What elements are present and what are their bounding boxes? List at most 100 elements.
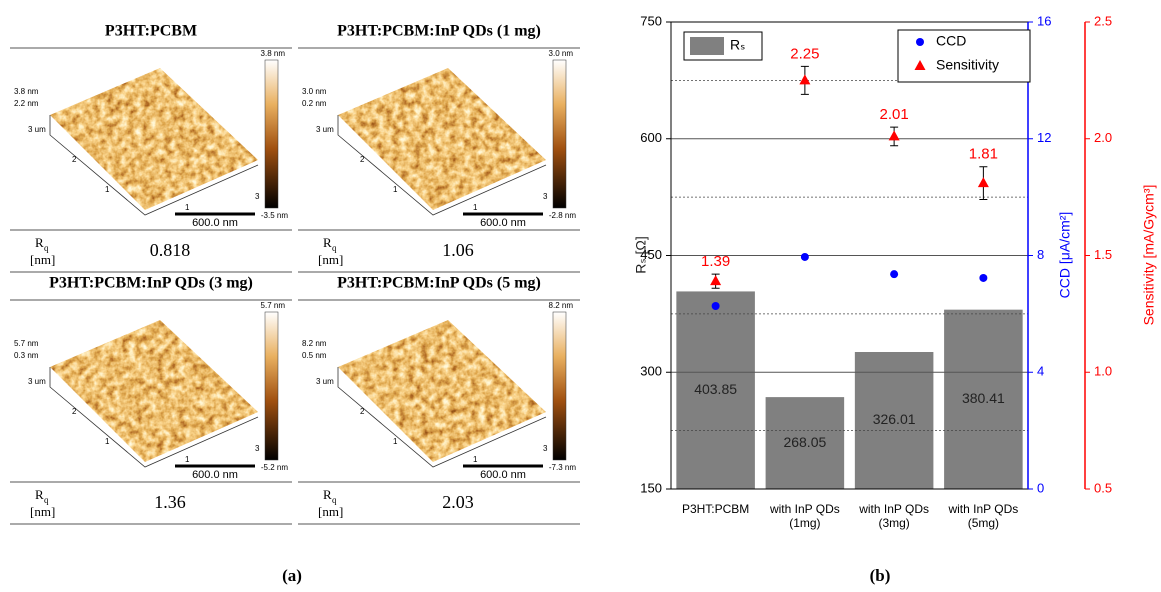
colorbar-min: -7.3 nm bbox=[549, 463, 576, 472]
axis-label: 2 bbox=[72, 407, 77, 416]
x-tick-label: with InP QDs bbox=[858, 502, 929, 516]
z-label: 8.2 nm bbox=[302, 339, 327, 348]
rq-symbol: R bbox=[35, 235, 44, 250]
colorbar-min: -3.5 nm bbox=[261, 211, 288, 220]
z-label: 3.8 nm bbox=[14, 87, 39, 96]
axis-label: 3 bbox=[255, 444, 260, 453]
x-tick-label: with InP QDs bbox=[947, 502, 1018, 516]
axis-label: 3 um bbox=[28, 377, 46, 386]
rq-value: 0.818 bbox=[150, 240, 191, 260]
axis-label: 3 bbox=[543, 444, 548, 453]
axis-label: 3 bbox=[255, 192, 260, 201]
rq-unit: [nm] bbox=[30, 504, 55, 519]
rq-value: 1.36 bbox=[154, 492, 186, 512]
afm-surface bbox=[50, 320, 258, 462]
rq-value: 1.06 bbox=[442, 240, 474, 260]
colorbar-max: 3.8 nm bbox=[261, 49, 286, 58]
legend-label: CCD bbox=[936, 33, 966, 49]
y2-tick-label: 4 bbox=[1037, 364, 1044, 379]
marker bbox=[712, 302, 720, 310]
y3-tick-label: 1.0 bbox=[1094, 364, 1112, 379]
panel-title: P3HT:PCBM bbox=[105, 23, 197, 40]
marker bbox=[799, 74, 810, 84]
figure: (a) (b) P3HT:PCBM3.8 nm-3.5 nm3.8 nm2.2 … bbox=[0, 0, 1161, 592]
axis-label: 2 bbox=[72, 155, 77, 164]
panel-title: P3HT:PCBM:InP QDs (3 mg) bbox=[49, 275, 253, 292]
colorbar-min: -5.2 nm bbox=[261, 463, 288, 472]
afm-surface bbox=[338, 320, 546, 462]
legend-swatch bbox=[690, 37, 724, 55]
x-tick-label: (1mg) bbox=[789, 516, 820, 530]
y-tick-label: 600 bbox=[640, 130, 662, 145]
x-tick-label: P3HT:PCBM bbox=[682, 502, 749, 516]
y2-tick-label: 12 bbox=[1037, 130, 1051, 145]
z-label: 3.0 nm bbox=[302, 87, 327, 96]
y3-tick-label: 2.0 bbox=[1094, 130, 1112, 145]
axis-label: 3 um bbox=[316, 377, 334, 386]
panel-label: (a) bbox=[282, 566, 302, 585]
y-tick-label: 150 bbox=[640, 480, 662, 495]
scale-bar-label: 600.0 nm bbox=[192, 217, 238, 229]
marker bbox=[978, 177, 989, 187]
y2-tick-label: 0 bbox=[1037, 480, 1044, 495]
bar-label: 268.05 bbox=[783, 434, 826, 450]
value-label: 1.81 bbox=[969, 146, 998, 163]
rq-unit: [nm] bbox=[30, 252, 55, 267]
y3-axis-title: Sensitivity [mA/Gycm³] bbox=[1141, 185, 1157, 326]
z-label: 0.5 nm bbox=[302, 351, 327, 360]
axis-label: 1 bbox=[473, 203, 478, 212]
bar-label: 326.01 bbox=[873, 411, 916, 427]
scale-bar-label: 600.0 nm bbox=[192, 469, 238, 481]
colorbar-min: -2.8 nm bbox=[549, 211, 576, 220]
legend-marker bbox=[916, 38, 924, 46]
y3-tick-label: 2.5 bbox=[1094, 13, 1112, 28]
axis-label: 3 bbox=[543, 192, 548, 201]
rq-symbol: R bbox=[35, 487, 44, 502]
z-label: 2.2 nm bbox=[14, 99, 39, 108]
panel-title: P3HT:PCBM:InP QDs (1 mg) bbox=[337, 23, 541, 40]
y2-tick-label: 8 bbox=[1037, 247, 1044, 262]
axis-label: 3 um bbox=[316, 125, 334, 134]
rq-unit: [nm] bbox=[318, 504, 343, 519]
marker bbox=[890, 270, 898, 278]
y-tick-label: 750 bbox=[640, 13, 662, 28]
marker bbox=[889, 130, 900, 140]
value-label: 2.01 bbox=[880, 106, 909, 123]
z-label: 5.7 nm bbox=[14, 339, 39, 348]
z-label: 0.2 nm bbox=[302, 99, 327, 108]
axis-label: 1 bbox=[393, 437, 398, 446]
colorbar bbox=[553, 60, 566, 208]
x-tick-label: with InP QDs bbox=[769, 502, 840, 516]
rq-unit: [nm] bbox=[318, 252, 343, 267]
value-label: 1.39 bbox=[701, 253, 730, 270]
scale-bar-label: 600.0 nm bbox=[480, 217, 526, 229]
rq-symbol: R bbox=[323, 487, 332, 502]
marker bbox=[801, 253, 809, 261]
axis-label: 1 bbox=[105, 185, 110, 194]
bar-label: 380.41 bbox=[962, 390, 1005, 406]
marker bbox=[710, 275, 721, 285]
y-axis-title: Rₛ [Ω] bbox=[633, 236, 649, 273]
y2-axis-title: CCD [μA/cm²] bbox=[1057, 212, 1073, 299]
rq-value: 2.03 bbox=[442, 492, 474, 512]
afm-surface bbox=[50, 68, 258, 210]
bar-label: 403.85 bbox=[694, 381, 737, 397]
axis-label: 2 bbox=[360, 407, 365, 416]
y3-tick-label: 0.5 bbox=[1094, 480, 1112, 495]
colorbar-max: 3.0 nm bbox=[549, 49, 574, 58]
axis-label: 1 bbox=[393, 185, 398, 194]
legend-label: Rₛ bbox=[730, 37, 745, 53]
rq-symbol: R bbox=[323, 235, 332, 250]
legend-label: Sensitivity bbox=[936, 57, 999, 73]
panel-title: P3HT:PCBM:InP QDs (5 mg) bbox=[337, 275, 541, 292]
axis-label: 1 bbox=[185, 455, 190, 464]
y3-tick-label: 1.5 bbox=[1094, 247, 1112, 262]
axis-label: 1 bbox=[105, 437, 110, 446]
x-tick-label: (3mg) bbox=[878, 516, 909, 530]
x-tick-label: (5mg) bbox=[968, 516, 999, 530]
afm-surface bbox=[338, 68, 546, 210]
marker bbox=[979, 274, 987, 282]
colorbar bbox=[265, 312, 278, 460]
axis-label: 2 bbox=[360, 155, 365, 164]
colorbar-max: 5.7 nm bbox=[261, 301, 286, 310]
